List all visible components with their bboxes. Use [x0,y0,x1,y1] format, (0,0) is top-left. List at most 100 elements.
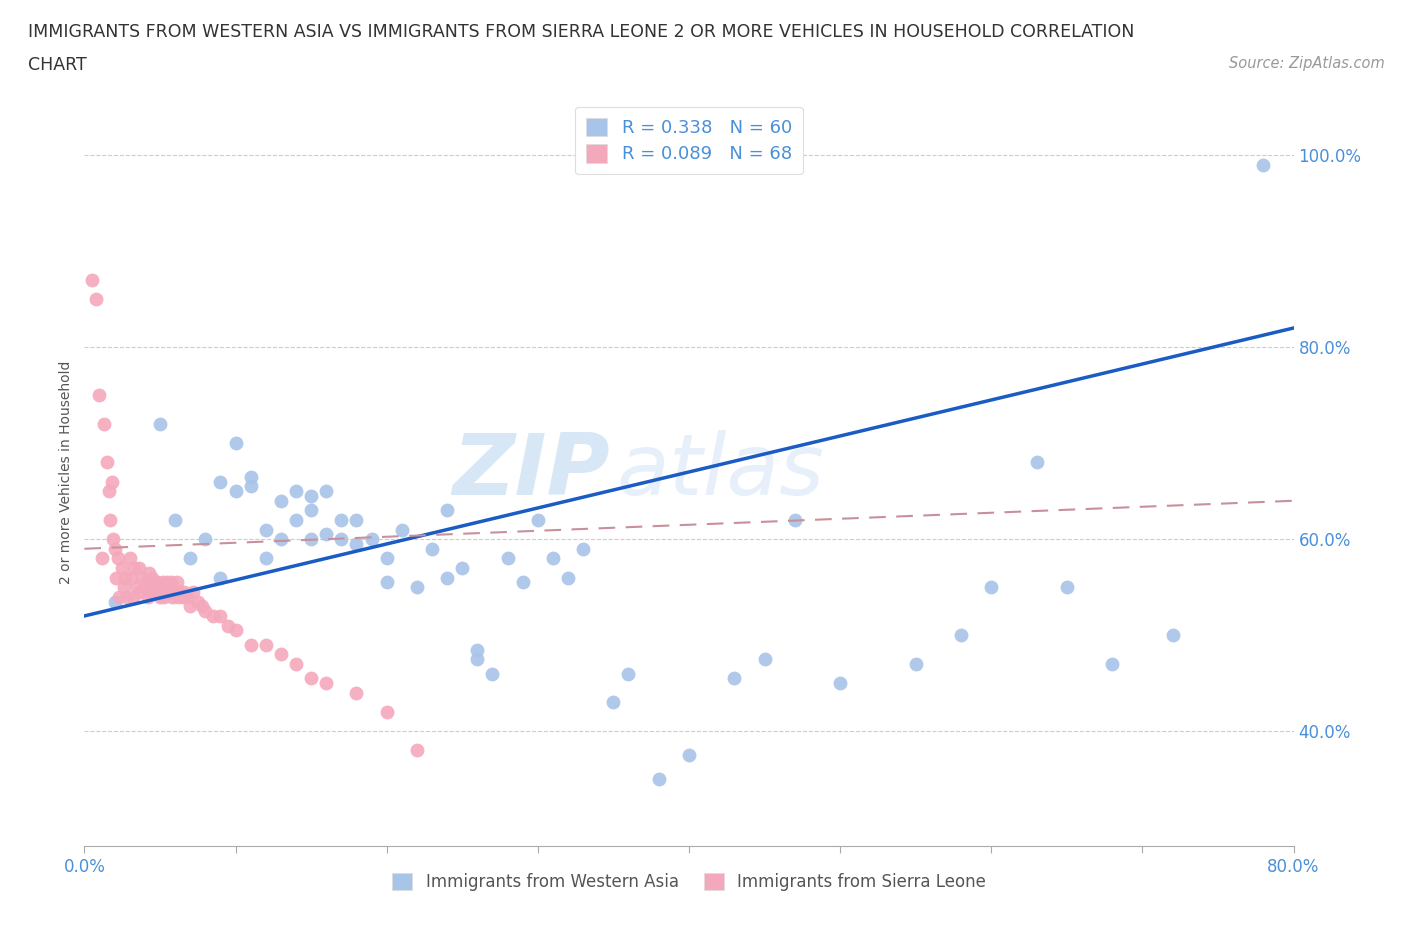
Point [176,590,198,604]
Point [127,579,149,594]
Point [187,594,209,609]
Point [225,436,247,451]
Point [436,570,458,585]
Point [270,493,292,508]
Point [115,590,138,604]
Point [254,637,277,652]
Point [159,575,181,590]
Point [93,417,115,432]
Point [181,585,204,600]
Point [330,512,353,527]
Point [1161,628,1184,643]
Point [315,676,337,691]
Point [145,585,167,600]
Point [160,590,183,604]
Point [111,561,134,576]
Point [239,470,262,485]
Point [541,551,564,565]
Point [112,579,135,594]
Text: CHART: CHART [28,56,87,73]
Point [179,551,201,565]
Point [157,585,180,600]
Point [141,570,163,585]
Point [315,527,337,542]
Point [98,512,121,527]
Point [122,561,145,576]
Point [146,575,169,590]
Point [131,570,153,585]
Point [169,585,191,600]
Point [285,484,308,498]
Point [467,642,489,657]
Point [138,565,160,580]
Point [142,579,165,594]
Point [165,512,187,527]
Point [299,671,322,685]
Point [783,512,806,527]
Point [156,575,179,590]
Point [152,575,174,590]
Point [678,748,700,763]
Point [97,484,120,498]
Point [346,537,368,551]
Point [101,532,124,547]
Point [135,575,157,590]
Point [239,479,262,494]
Point [86,292,108,307]
Point [1025,455,1047,470]
Text: ZIP: ZIP [453,431,610,513]
Point [285,512,308,527]
Point [217,618,239,633]
Point [120,570,142,585]
Point [167,590,190,604]
Point [346,512,368,527]
Point [91,551,114,565]
Point [139,585,162,600]
Point [194,604,217,618]
Point [254,522,277,537]
Point [557,570,579,585]
Text: Source: ZipAtlas.com: Source: ZipAtlas.com [1229,56,1385,71]
Point [89,388,111,403]
Point [166,575,188,590]
Point [165,585,187,600]
Point [481,666,503,681]
Point [270,647,292,662]
Point [1056,579,1078,594]
Point [980,579,1002,594]
Point [375,551,398,565]
Point [467,652,489,667]
Y-axis label: 2 or more Vehicles in Household: 2 or more Vehicles in Household [59,360,73,584]
Point [225,623,247,638]
Point [105,570,128,585]
Point [209,608,232,623]
Point [270,532,292,547]
Point [129,585,152,600]
Point [201,608,224,623]
Point [904,657,927,671]
Point [118,551,141,565]
Point [375,705,398,720]
Point [179,599,201,614]
Point [153,590,176,604]
Point [107,551,129,565]
Point [149,417,172,432]
Point [299,532,322,547]
Point [950,628,973,643]
Point [150,585,173,600]
Point [602,695,624,710]
Point [254,551,277,565]
Point [173,585,195,600]
Point [80,272,103,287]
Point [572,541,595,556]
Point [149,590,172,604]
Point [172,590,194,604]
Point [194,532,217,547]
Point [128,561,150,576]
Point [100,474,122,489]
Point [360,532,382,547]
Point [391,522,413,537]
Point [420,541,443,556]
Point [1101,657,1123,671]
Point [104,594,127,609]
